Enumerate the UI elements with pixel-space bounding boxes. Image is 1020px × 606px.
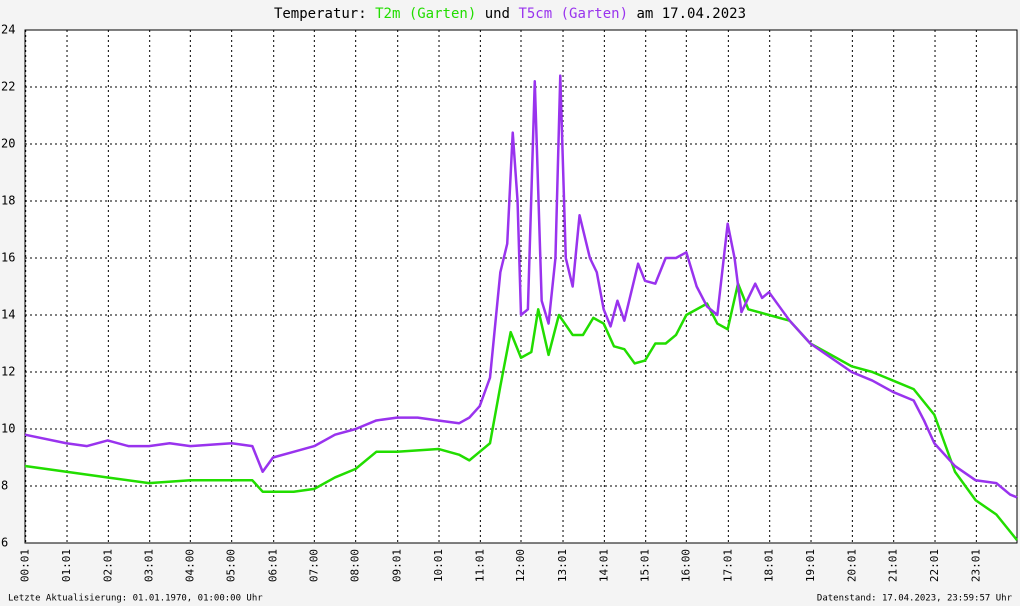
x-tick-label: 06:01: [267, 549, 280, 582]
x-tick-label: 04:00: [183, 549, 196, 582]
x-tick-label: 22:01: [928, 549, 941, 582]
x-tick-label: 13:01: [556, 549, 569, 582]
title-part: Temperatur:: [274, 6, 367, 22]
y-tick-label: 20: [1, 137, 15, 151]
x-tick-label: 17:01: [721, 549, 734, 582]
footer-left: Letzte Aktualisierung: 01.01.1970, 01:00…: [8, 594, 263, 604]
chart-title: Temperatur: T2m (Garten) und T5cm (Garte…: [274, 6, 746, 22]
x-tick-label: 23:01: [969, 549, 982, 582]
y-tick-label: 10: [1, 422, 15, 436]
x-tick-label: 02:01: [101, 549, 114, 582]
x-tick-label: 03:01: [143, 549, 156, 582]
title-part: und: [485, 6, 510, 22]
x-tick-label: 14:01: [597, 549, 610, 582]
title-series: T5cm (Garten): [518, 6, 628, 22]
x-tick-label: 01:01: [60, 549, 73, 582]
x-tick-label: 05:00: [225, 549, 238, 582]
y-tick-label: 8: [1, 479, 8, 493]
y-tick-label: 18: [1, 194, 15, 208]
y-tick-label: 22: [1, 80, 15, 94]
title-part: am 17.04.2023: [636, 6, 746, 22]
x-tick-label: 10:01: [432, 549, 445, 582]
y-tick-label: 6: [1, 536, 8, 550]
x-tick-label: 15:01: [639, 549, 652, 582]
x-tick-label: 07:00: [307, 549, 320, 582]
y-tick-label: 16: [1, 251, 15, 265]
x-tick-label: 16:00: [679, 549, 692, 582]
footer-right: Datenstand: 17.04.2023, 23:59:57 Uhr: [817, 594, 1013, 604]
x-tick-label: 11:01: [473, 549, 486, 582]
x-tick-label: 08:00: [349, 549, 362, 582]
x-tick-label: 12:00: [514, 549, 527, 582]
x-tick-label: 20:01: [845, 549, 858, 582]
y-tick-label: 14: [1, 308, 15, 322]
y-tick-label: 12: [1, 365, 15, 379]
x-tick-label: 18:01: [763, 549, 776, 582]
y-tick-label: 24: [1, 23, 15, 37]
x-tick-label: 19:01: [804, 549, 817, 582]
x-tick-label: 21:01: [887, 549, 900, 582]
title-series: T2m (Garten): [375, 6, 476, 22]
x-tick-label: 00:01: [19, 549, 32, 582]
series-line: [24, 282, 1018, 541]
x-tick-label: 09:01: [391, 549, 404, 582]
series-line: [24, 74, 1018, 499]
